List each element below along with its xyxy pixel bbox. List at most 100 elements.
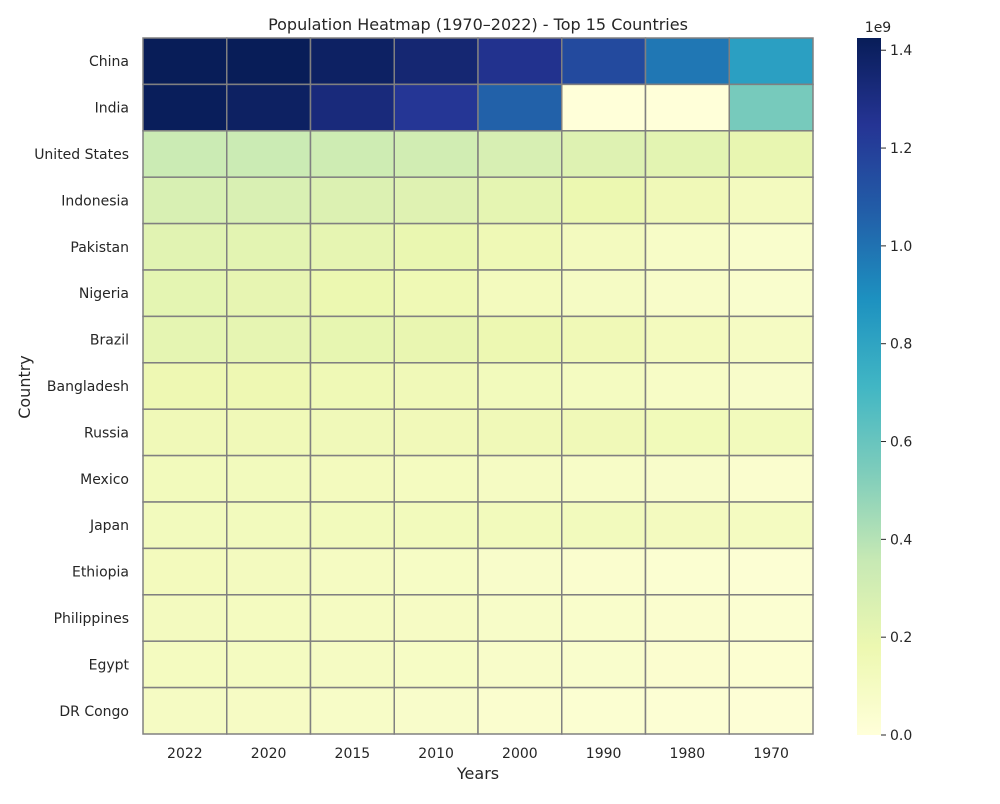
- heatmap-cell-egypt-2010: [393, 640, 479, 689]
- y-tick-label-ethiopia: Ethiopia: [72, 565, 129, 581]
- heatmap-cell-philippines-1990: [561, 594, 647, 642]
- heatmap-cell-united-states-1980: [644, 130, 730, 178]
- x-tick-labels: 2022 2020 2015 2010 2000 1990 1980 1970: [167, 746, 789, 762]
- heatmap-cell-russia-2020: [226, 408, 312, 457]
- y-tick-label-brazil: Brazil: [90, 333, 129, 349]
- heatmap-cell-indonesia-1990: [561, 176, 647, 225]
- heatmap-cell-pakistan-1990: [561, 222, 647, 271]
- heatmap-cell-nigeria-2022: [142, 269, 228, 318]
- heatmap-cell-dr-congo-1970: [728, 686, 814, 735]
- heatmap-cell-russia-1980: [644, 408, 730, 457]
- heatmap-cell-united-states-2022: [142, 130, 228, 178]
- heatmap-cell-bangladesh-2022: [142, 362, 228, 410]
- heatmap-cell-india-1990: [561, 83, 647, 132]
- heatmap-cell-china-2000: [477, 37, 563, 86]
- heatmap-cell-indonesia-1980: [644, 176, 730, 225]
- heatmap-cell-united-states-1970: [728, 130, 814, 178]
- heatmap-cell-brazil-2010: [393, 315, 479, 364]
- heatmap-cell-brazil-1980: [644, 315, 730, 364]
- heatmap-cell-philippines-2022: [142, 594, 228, 642]
- heatmap-cell-philippines-2010: [393, 594, 479, 642]
- heatmap-cell-russia-2010: [393, 408, 479, 457]
- y-tick-label-united-states: United States: [34, 147, 129, 163]
- heatmap-cell-india-1980: [644, 83, 730, 132]
- y-tick-label-india: India: [95, 101, 129, 117]
- heatmap-cell-united-states-2010: [393, 130, 479, 178]
- heatmap-cell-egypt-1970: [728, 640, 814, 689]
- heatmap-cell-pakistan-2000: [477, 222, 563, 271]
- colorbar-tick-label: 1.2: [890, 141, 912, 157]
- heatmap-cell-ethiopia-1980: [644, 547, 730, 596]
- heatmap-cell-russia-1970: [728, 408, 814, 457]
- heatmap-cell-indonesia-2000: [477, 176, 563, 225]
- heatmap-cell-brazil-2020: [226, 315, 312, 364]
- heatmap-cell-india-2000: [477, 83, 563, 132]
- heatmap-cell-bangladesh-1980: [644, 362, 730, 410]
- heatmap-cell-ethiopia-2020: [226, 547, 312, 596]
- heatmap-cell-indonesia-2020: [226, 176, 312, 225]
- y-tick-label-egypt: Egypt: [89, 657, 130, 673]
- heatmap-cell-indonesia-2022: [142, 176, 228, 225]
- y-tick-label-philippines: Philippines: [54, 611, 129, 627]
- colorbar-tick-label: 1.4: [890, 43, 912, 59]
- heatmap-cell-pakistan-2022: [142, 222, 228, 271]
- heatmap-cell-ethiopia-2000: [477, 547, 563, 596]
- heatmap-cell-mexico-1990: [561, 454, 647, 503]
- heatmap-cell-china-1990: [561, 37, 647, 86]
- heatmap-cell-mexico-1970: [728, 454, 814, 503]
- heatmap-cell-nigeria-1990: [561, 269, 647, 318]
- colorbar-tick-label: 0.4: [890, 532, 912, 548]
- heatmap-cell-china-1980: [644, 37, 730, 86]
- heatmap-cell-philippines-2020: [226, 594, 312, 642]
- heatmap-cell-mexico-2020: [226, 454, 312, 503]
- heatmap-cell-russia-2000: [477, 408, 563, 457]
- heatmap-cell-india-2015: [309, 83, 395, 132]
- heatmap-cell-pakistan-1980: [644, 222, 730, 271]
- heatmap-cell-ethiopia-1990: [561, 547, 647, 596]
- heatmap-cell-nigeria-1970: [728, 269, 814, 318]
- x-tick-label-2020: 2020: [251, 746, 287, 762]
- heatmap-cell-ethiopia-1970: [728, 547, 814, 596]
- heatmap-cell-china-2022: [142, 37, 228, 86]
- heatmap-cell-japan-2015: [309, 501, 395, 550]
- y-tick-labels: China India United States Indonesia Pakistan…: [34, 54, 129, 720]
- heatmap-cell-indonesia-2010: [393, 176, 479, 225]
- heatmap-cell-japan-2020: [226, 501, 312, 550]
- heatmap-cell-brazil-2022: [142, 315, 228, 364]
- heatmap-cell-philippines-1980: [644, 594, 730, 642]
- colorbar-tick-label: 0.6: [890, 435, 912, 451]
- colorbar-tick-label: 0.8: [890, 337, 912, 353]
- heatmap-cell-dr-congo-2020: [226, 686, 312, 735]
- heatmap-cell-india-2020: [226, 83, 312, 132]
- heatmap-cell-united-states-1990: [561, 130, 647, 178]
- heatmap-cell-nigeria-2020: [226, 269, 312, 318]
- colorbar: [857, 38, 881, 735]
- heatmap-cell-dr-congo-2022: [142, 686, 228, 735]
- heatmap-cell-brazil-1970: [728, 315, 814, 364]
- heatmap-cell-china-2020: [226, 37, 312, 86]
- y-tick-label-mexico: Mexico: [80, 472, 129, 488]
- heatmap-cell-egypt-2015: [309, 640, 395, 689]
- x-tick-label-1980: 1980: [670, 746, 706, 762]
- heatmap-cell-japan-1970: [728, 501, 814, 550]
- y-tick-label-dr-congo: DR Congo: [59, 704, 129, 720]
- x-axis-label: Years: [456, 764, 499, 783]
- heatmap-cell-japan-1980: [644, 501, 730, 550]
- heatmap-cell-indonesia-2015: [309, 176, 395, 225]
- heatmap-cell-ethiopia-2010: [393, 547, 479, 596]
- colorbar-tick-label: 0.2: [890, 630, 912, 646]
- heatmap-cell-india-1970: [728, 83, 814, 132]
- heatmap-cell-brazil-1990: [561, 315, 647, 364]
- heatmap-cell-philippines-2000: [477, 594, 563, 642]
- heatmap-cell-pakistan-2020: [226, 222, 312, 271]
- y-tick-label-pakistan: Pakistan: [70, 240, 129, 256]
- heatmap-cell-nigeria-2010: [393, 269, 479, 318]
- chart-title: Population Heatmap (1970–2022) - Top 15 …: [268, 15, 688, 34]
- y-tick-label-indonesia: Indonesia: [61, 193, 129, 209]
- heatmap-cell-egypt-2020: [226, 640, 312, 689]
- y-tick-label-bangladesh: Bangladesh: [47, 379, 129, 395]
- x-tick-label-2000: 2000: [502, 746, 538, 762]
- heatmap-cell-dr-congo-2015: [309, 686, 395, 735]
